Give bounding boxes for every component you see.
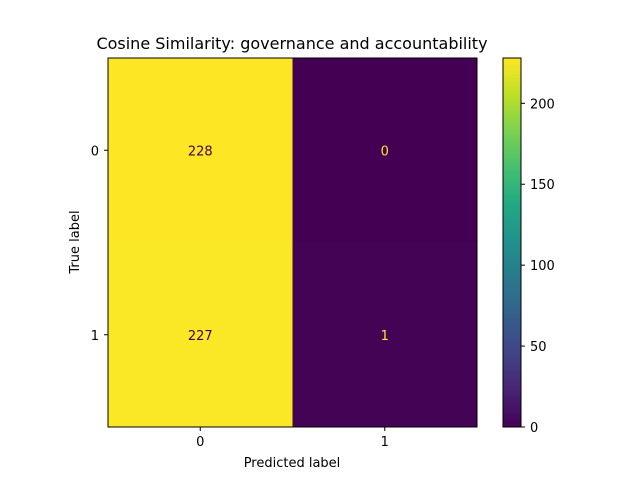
heatmap-cell (292, 58, 477, 243)
x-tick-label: 1 (381, 435, 389, 450)
colorbar-tick-label: 150 (530, 178, 555, 193)
y-axis-label: True label (68, 210, 83, 274)
heatmap-cells (108, 58, 477, 427)
chart-title: Cosine Similarity: governance and accoun… (96, 34, 487, 53)
cell-value-label: 228 (188, 144, 213, 159)
cell-value-label: 227 (188, 329, 213, 344)
y-tick-label: 0 (91, 144, 99, 159)
colorbar-tick-label: 50 (530, 340, 547, 355)
x-axis-label: Predicted label (244, 456, 341, 471)
y-tick-label: 1 (91, 329, 99, 344)
colorbar (502, 57, 522, 428)
plot-frame (107, 57, 478, 428)
cell-value-label: 0 (381, 144, 389, 159)
heatmap-cell (108, 58, 293, 243)
colorbar-ticks: 0 50 100 150 200 (521, 97, 555, 436)
y-axis-ticks: 01 (91, 144, 108, 344)
cell-value-label: 1 (381, 329, 389, 344)
colorbar-tick-label: 200 (530, 97, 555, 112)
heatmap-cell (292, 242, 477, 427)
x-tick-label: 0 (196, 435, 204, 450)
colorbar-tick-label: 0 (530, 421, 538, 436)
heatmap-cell-labels: 228 0 227 1 (188, 144, 389, 344)
colorbar-tick-label: 100 (530, 259, 555, 274)
heatmap-cell (108, 242, 293, 427)
